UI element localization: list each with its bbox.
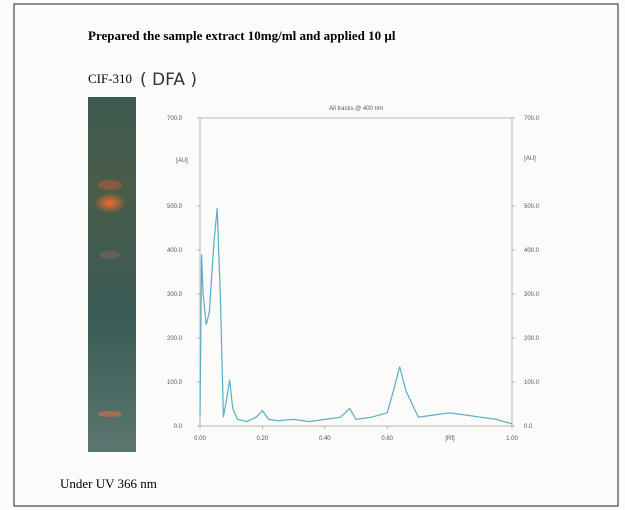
x-tick-label: 0.40 (319, 436, 331, 442)
caption: Under UV 366 nm (60, 476, 157, 491)
y-tick-label: 500.0 (524, 204, 540, 210)
tlc-spot (100, 251, 120, 259)
y-tick-label: 500.0 (167, 204, 183, 210)
tlc-plate (88, 97, 136, 452)
y-axis-label: [AU] (176, 158, 188, 164)
y-tick-label: 200.0 (167, 336, 183, 342)
y-tick-label: 300.0 (524, 292, 540, 298)
y-axis-label: [AU] (524, 156, 536, 162)
y-tick-label: 300.0 (167, 292, 183, 298)
page: Prepared the sample extract 10mg/ml and … (0, 0, 625, 510)
y-tick-label: 400.0 (524, 248, 540, 254)
x-tick-label: 0.00 (194, 436, 206, 442)
y-tick-label: 0.0 (524, 424, 533, 430)
x-axis-label: [Rf] (445, 436, 455, 442)
title: Prepared the sample extract 10mg/ml and … (88, 28, 396, 43)
y-tick-label: 100.0 (167, 380, 183, 386)
scan: Prepared the sample extract 10mg/ml and … (0, 0, 625, 510)
tlc-spot (98, 411, 122, 417)
y-tick-label: 200.0 (524, 336, 540, 342)
sample-id: CIF-310 (88, 71, 132, 86)
y-tick-label: 400.0 (167, 248, 183, 254)
y-tick-label: 100.0 (524, 380, 540, 386)
x-tick-label: 0.20 (257, 436, 269, 442)
y-tick-label: 700.0 (167, 116, 183, 122)
y-tick-label: 700.0 (524, 116, 540, 122)
x-tick-label: 0.60 (381, 436, 393, 442)
y-tick-label: 0.0 (174, 424, 183, 430)
tlc-spot (94, 193, 126, 213)
chart-title: All tracks @ 400 nm (329, 106, 383, 112)
x-tick-label: 1.00 (506, 436, 518, 442)
handwritten-note: ( DFA ) (140, 70, 197, 90)
tlc-spot (98, 180, 122, 190)
